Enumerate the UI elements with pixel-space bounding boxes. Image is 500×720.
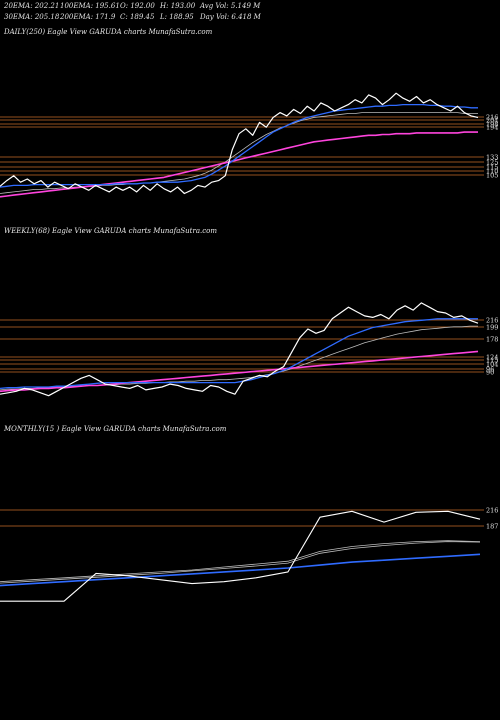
header-low: L: 188.95 (160, 13, 194, 21)
price-line (0, 510, 481, 602)
y-tick-label: 204 (486, 117, 498, 125)
header-ema30: 30EMA: 205.18 (4, 13, 60, 21)
header-high: H: 193.00 (160, 2, 196, 10)
y-tick-label: 133 (486, 154, 498, 162)
ema-line (0, 541, 481, 584)
ema-line (0, 112, 478, 194)
y-tick-label: 199 (486, 324, 498, 332)
header-open: O: 192.00 (120, 2, 155, 10)
y-tick-label: 104 (486, 361, 498, 369)
y-tick-label: 125 (486, 159, 498, 167)
ema-line (0, 553, 481, 587)
y-tick-label: 216 (486, 317, 498, 325)
header-avg-vol: Avg Vol: 5.149 M (200, 2, 261, 10)
daily-chart-title: DAILY(250) Eagle View GARUDA charts Muna… (4, 28, 213, 36)
y-tick-label: 115 (486, 357, 498, 365)
y-tick-label: 110 (486, 168, 498, 176)
ema-line (0, 350, 479, 393)
header-ema20: 20EMA: 202.21 (4, 2, 60, 10)
price-line (0, 92, 479, 195)
y-tick-label: 216 (486, 114, 498, 122)
y-tick-label: 115 (486, 164, 498, 172)
ema-line (0, 103, 478, 188)
header-close: C: 189.45 (120, 13, 155, 21)
ema-line (0, 131, 478, 198)
y-tick-label: 124 (486, 354, 498, 362)
monthly-chart-title: MONTHLY(15 ) Eagle View GARUDA charts Mu… (4, 425, 227, 433)
y-tick-label: 194 (486, 124, 498, 132)
y-tick-label: 187 (486, 523, 498, 531)
header-ema100: 100EMA: 195.61 (60, 2, 120, 10)
y-tick-label: 96 (486, 366, 494, 374)
y-tick-label: 90 (486, 369, 494, 377)
ema-line (0, 540, 481, 583)
price-line (0, 302, 479, 397)
header-ema200: 200EMA: 171.9 (60, 13, 116, 21)
y-tick-label: 216 (486, 507, 498, 515)
ema-line (0, 318, 478, 390)
y-tick-label: 198 (486, 121, 498, 129)
header-day-vol: Day Vol: 6.418 M (200, 13, 261, 21)
weekly-chart-title: WEEKLY(68) Eagle View GARUDA charts Muna… (4, 227, 218, 235)
y-tick-label: 178 (486, 336, 498, 344)
y-tick-label: 105 (486, 172, 498, 180)
